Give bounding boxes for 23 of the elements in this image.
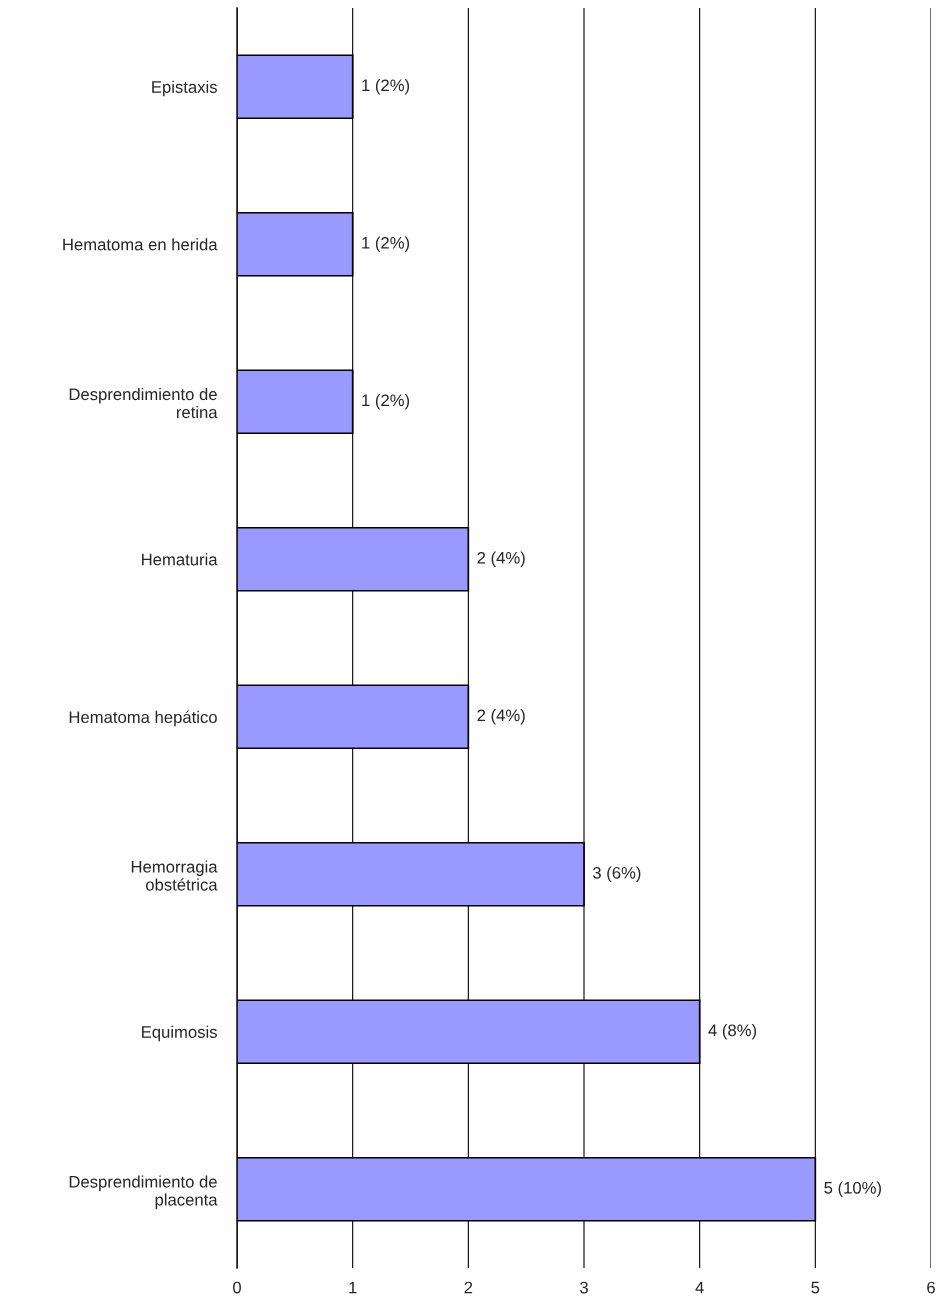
x-tick-label: 0 [233, 1281, 241, 1294]
x-tick-label: 6 [927, 1281, 935, 1294]
y-tick-label: Hematoma hepático [69, 710, 217, 727]
data-label: 2 (4%) [477, 551, 525, 568]
x-tick-label: 2 [464, 1281, 473, 1294]
y-tick-label: Desprendimiento de placenta [69, 1175, 218, 1209]
y-tick-label: Hemorragia obstétrica [131, 860, 218, 891]
x-tick-label: 1 [349, 1281, 357, 1294]
data-label: 5 (10%) [824, 1181, 881, 1198]
data-label: 3 (6%) [592, 866, 641, 883]
data-label: 2 (4%) [477, 708, 525, 725]
data-label: 1 (2%) [362, 236, 410, 253]
x-tick-label: 3 [580, 1281, 588, 1294]
y-tick-label: Epistaxis [152, 80, 217, 97]
y-tick-label: Desprendimiento de retina [69, 387, 218, 419]
data-label: 4 (8%) [708, 1023, 757, 1040]
x-tick-label: 4 [695, 1281, 704, 1294]
x-tick-label: 5 [811, 1281, 820, 1294]
y-tick-label: Hematoma en herida [63, 238, 218, 251]
data-label: 1 (2%) [362, 78, 410, 95]
y-tick-label: Equimosis [142, 1025, 217, 1042]
data-label: 1 (2%) [362, 393, 410, 410]
y-tick-label: Hematuria [142, 553, 218, 566]
